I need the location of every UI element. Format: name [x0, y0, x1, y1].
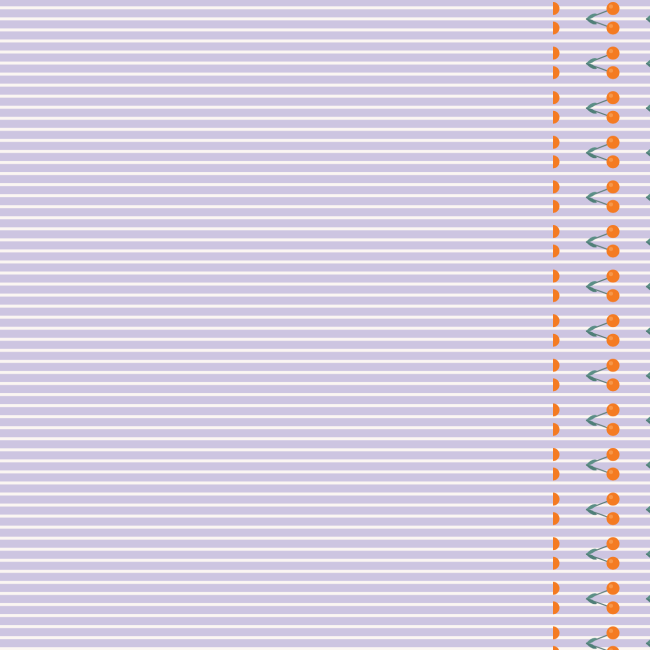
- cherry-column: [553, 0, 650, 650]
